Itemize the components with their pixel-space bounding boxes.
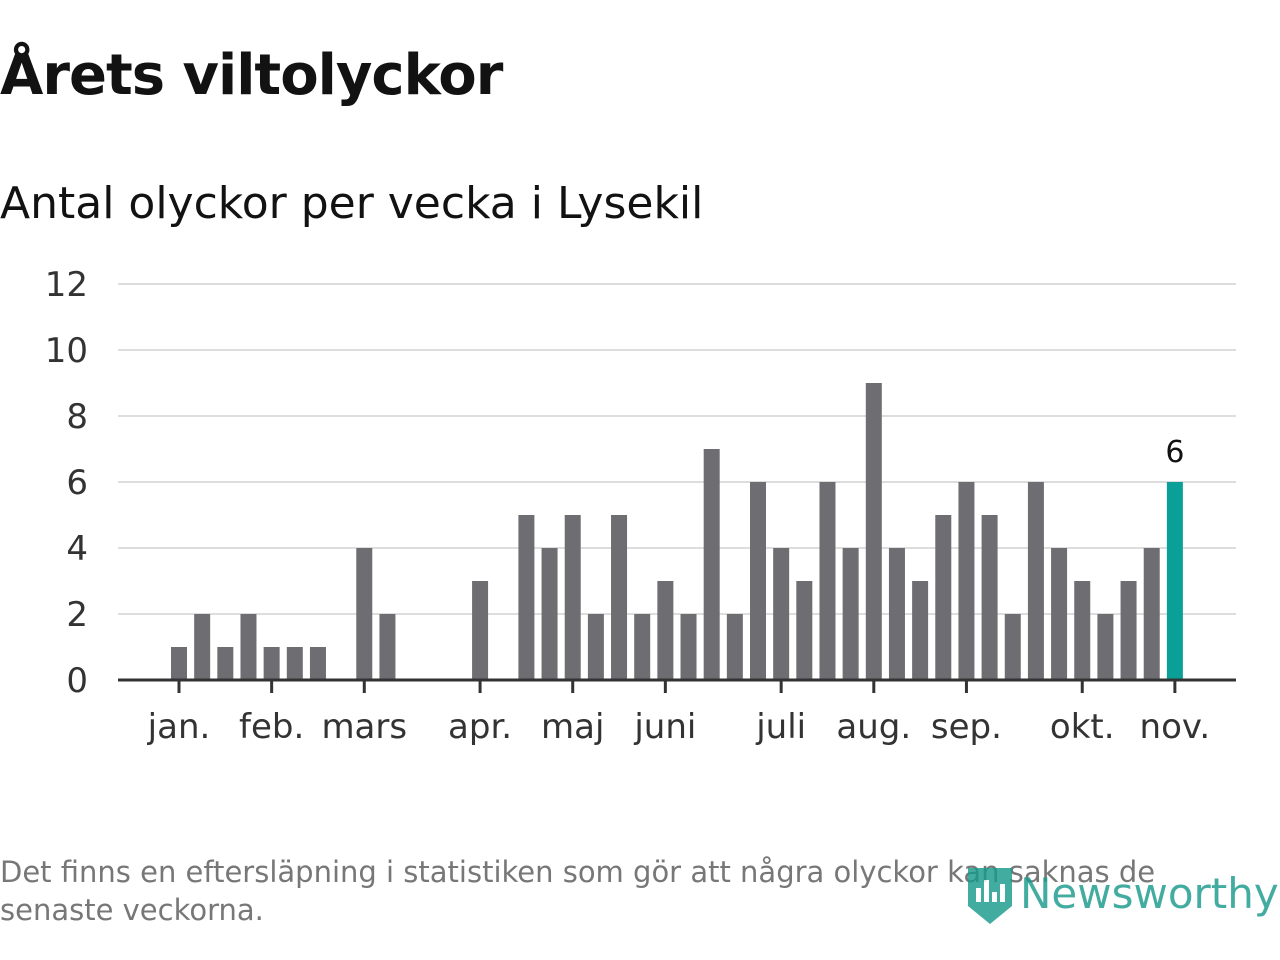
newsworthy-bar-chart-icon — [968, 868, 1012, 924]
newsworthy-logo: Newsworthy — [964, 860, 1279, 928]
bar — [935, 515, 952, 680]
bar — [1027, 482, 1044, 680]
bar — [263, 647, 280, 680]
bar — [309, 647, 326, 680]
y-tick-label: 4 — [66, 529, 88, 569]
bar — [1051, 548, 1068, 680]
bar — [703, 449, 720, 680]
x-tick-label: apr. — [448, 707, 512, 747]
bar — [518, 515, 535, 680]
data-label: 6 — [1165, 435, 1184, 470]
x-tick-label: mars — [321, 707, 407, 747]
x-axis — [118, 678, 1236, 693]
bar — [171, 647, 187, 680]
bar — [587, 614, 604, 680]
x-tick-label: okt. — [1050, 707, 1115, 747]
bar — [564, 515, 581, 680]
bar — [657, 581, 674, 680]
chart-subtitle: Antal olyckor per vecka i Lysekil — [0, 178, 704, 229]
bar — [379, 614, 396, 680]
bar — [750, 482, 766, 680]
gridlines — [118, 283, 1236, 615]
bar — [842, 548, 859, 680]
bar — [634, 614, 651, 680]
bars — [171, 383, 1183, 680]
bar — [1004, 614, 1021, 680]
bar — [611, 515, 628, 680]
y-tick-label: 6 — [66, 463, 88, 503]
bar — [356, 548, 373, 680]
bar — [680, 614, 697, 680]
bar-highlight — [1166, 482, 1183, 680]
footnote: Det finns en eftersläpning i statistiken… — [0, 855, 1156, 927]
bar — [981, 515, 998, 680]
y-axis-ticks: 0 2 4 6 8 10 12 — [45, 265, 88, 701]
y-tick-label: 0 — [66, 661, 88, 701]
data-labels: 6 — [1165, 435, 1184, 470]
x-tick-label: juli — [755, 707, 806, 747]
x-tick-label: sep. — [931, 707, 1002, 747]
bar — [865, 383, 882, 680]
bar — [1097, 614, 1114, 680]
bar — [240, 614, 257, 680]
bar — [888, 548, 905, 680]
bar — [726, 614, 743, 680]
y-tick-label: 12 — [45, 265, 88, 305]
x-tick-label: juni — [633, 707, 696, 747]
x-axis-ticks: jan. feb. mars apr. maj juni juli aug. sep. okt. n… — [147, 707, 1211, 747]
y-tick-label: 2 — [66, 595, 88, 635]
bar — [194, 614, 211, 680]
x-tick-label: aug. — [836, 707, 911, 747]
bar — [472, 581, 489, 680]
bar — [1120, 581, 1137, 680]
bar — [1143, 548, 1160, 680]
y-tick-label: 10 — [45, 331, 88, 371]
bar — [1074, 581, 1091, 680]
x-tick-label: feb. — [239, 707, 304, 747]
chart-title: Årets viltolyckor — [0, 43, 503, 108]
x-tick-label: jan. — [147, 707, 211, 747]
bar — [541, 548, 558, 680]
newsworthy-wordmark: Newsworthy — [1020, 869, 1279, 918]
y-tick-label: 8 — [66, 397, 88, 437]
bar — [773, 548, 790, 680]
bar-chart: 0 2 4 6 8 10 12 jan. feb. mars apr. maj juni juli aug… — [45, 265, 1236, 747]
bar — [796, 581, 813, 680]
bar — [912, 581, 929, 680]
bar — [286, 647, 303, 680]
bar — [819, 482, 836, 680]
bar — [958, 482, 975, 680]
x-tick-label: nov. — [1140, 707, 1211, 747]
x-tick-label: maj — [541, 707, 604, 747]
bar — [217, 647, 234, 680]
